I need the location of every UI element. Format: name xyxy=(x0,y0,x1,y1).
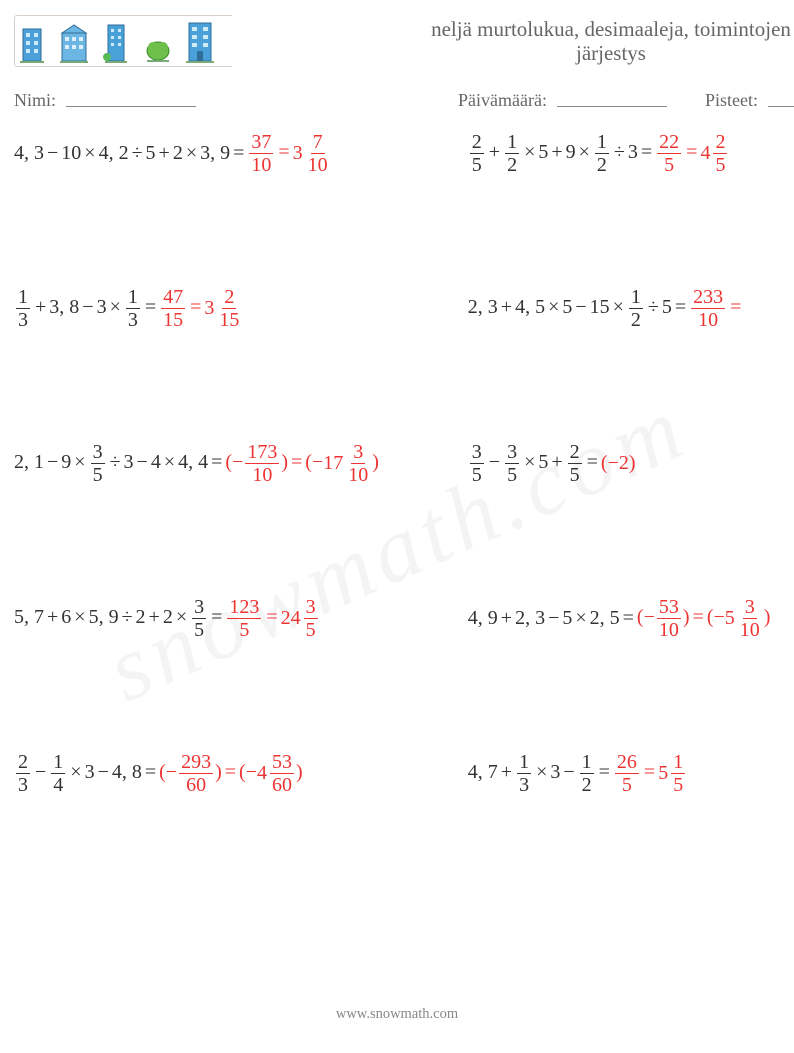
building-icon xyxy=(186,19,214,63)
problem-cell: 2, 1−9×35÷3−4×4, 4= (−17310)=(−17310) xyxy=(14,442,464,485)
problem-cell: 2, 3+4, 5×5−15×12÷5= 23310= xyxy=(468,287,794,330)
worksheet-title: neljä murtolukua, desimaaleja, toimintoj… xyxy=(426,17,794,65)
header-banner: neljä murtolukua, desimaaleja, toimintoj… xyxy=(14,14,794,68)
problems-grid: 4, 3−10×4, 2÷5+2×3, 9= 3710=371025+12×5+… xyxy=(14,132,794,907)
problem-cell: 4, 3−10×4, 2÷5+2×3, 9= 3710=3710 xyxy=(14,132,464,175)
expression: 23−14×3−4, 8= xyxy=(14,752,159,795)
problem-cell: 25+12×5+9×12÷3= 225=425 xyxy=(468,132,794,175)
title-wrap: neljä murtolukua, desimaaleja, toimintoj… xyxy=(232,17,794,65)
problem-cell: 4, 9+2, 3−5×2, 5= (−5310)=(−5310) xyxy=(468,597,794,640)
meta-row: Nimi: Päivämäärä: Pisteet: xyxy=(14,90,794,111)
answer: (−29360)=(−45360) xyxy=(159,752,303,795)
problem-row: 2, 1−9×35÷3−4×4, 4= (−17310)=(−17310)35−… xyxy=(14,442,794,485)
name-blank xyxy=(66,90,196,107)
answer: 3710=3710 xyxy=(247,132,331,175)
problem-row: 23−14×3−4, 8= (−29360)=(−45360)4, 7+13×3… xyxy=(14,752,794,795)
answer: (−2) xyxy=(601,452,636,475)
date-label: Päivämäärä: xyxy=(458,90,547,111)
footer-url: www.snowmath.com xyxy=(0,1006,794,1023)
building-icon xyxy=(18,23,46,63)
score-label: Pisteet: xyxy=(705,90,758,111)
answer: (−17310)=(−17310) xyxy=(225,442,379,485)
name-label: Nimi: xyxy=(14,90,56,111)
building-icon xyxy=(102,21,130,63)
answer: (−5310)=(−5310) xyxy=(637,597,771,640)
answer: 225=425 xyxy=(655,132,729,175)
problem-cell: 23−14×3−4, 8= (−29360)=(−45360) xyxy=(14,752,464,795)
problem-cell: 4, 7+13×3−12= 265=515 xyxy=(468,752,794,795)
bush-icon xyxy=(144,35,172,63)
expression: 2, 1−9×35÷3−4×4, 4= xyxy=(14,442,225,485)
expression: 35−35×5+25= xyxy=(468,442,601,485)
worksheet-page: neljä murtolukua, desimaaleja, toimintoj… xyxy=(0,0,794,1053)
answer: 4715=3215 xyxy=(159,287,243,330)
building-icon xyxy=(60,23,88,63)
expression: 4, 3−10×4, 2÷5+2×3, 9= xyxy=(14,142,247,165)
expression: 25+12×5+9×12÷3= xyxy=(468,132,655,175)
expression: 13+3, 8−3×13= xyxy=(14,287,159,330)
score-blank xyxy=(768,90,794,107)
problem-cell: 35−35×5+25= (−2) xyxy=(468,442,794,485)
expression: 5, 7+6×5, 9÷2+2×35= xyxy=(14,597,225,640)
problem-cell: 5, 7+6×5, 9÷2+2×35= 1235=2435 xyxy=(14,597,464,640)
answer: 265=515 xyxy=(613,752,687,795)
problem-cell: 13+3, 8−3×13= 4715=3215 xyxy=(14,287,464,330)
expression: 4, 7+13×3−12= xyxy=(468,752,613,795)
problem-row: 13+3, 8−3×13= 4715=32152, 3+4, 5×5−15×12… xyxy=(14,287,794,330)
answer: 1235=2435 xyxy=(225,597,319,640)
date-blank xyxy=(557,90,667,107)
answer: 23310= xyxy=(689,287,744,330)
expression: 2, 3+4, 5×5−15×12÷5= xyxy=(468,287,689,330)
problem-row: 4, 3−10×4, 2÷5+2×3, 9= 3710=371025+12×5+… xyxy=(14,132,794,175)
expression: 4, 9+2, 3−5×2, 5= xyxy=(468,607,637,630)
problem-row: 5, 7+6×5, 9÷2+2×35= 1235=24354, 9+2, 3−5… xyxy=(14,597,794,640)
header-icons-box xyxy=(14,15,232,67)
